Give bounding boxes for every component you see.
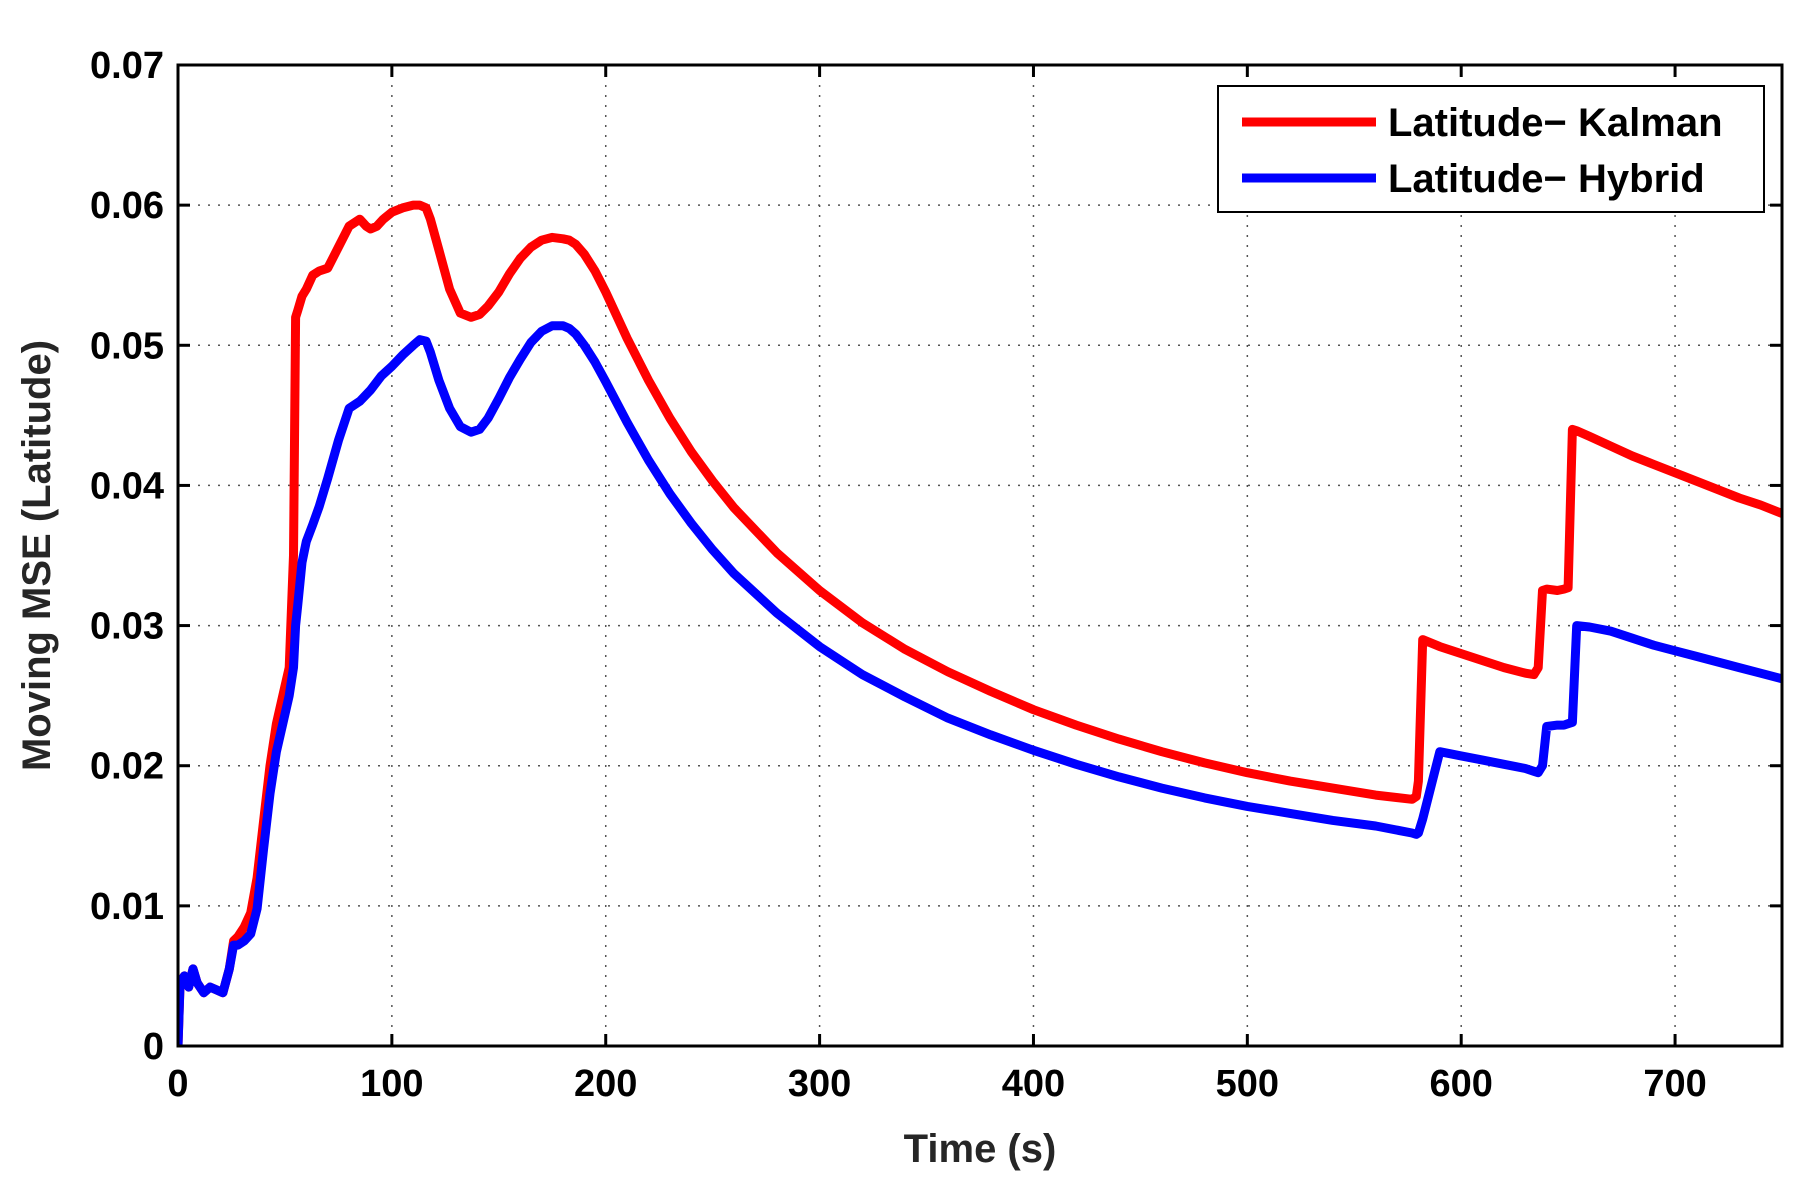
x-tick-label: 200 — [574, 1063, 637, 1105]
y-tick-label: 0.07 — [90, 45, 164, 87]
series-layer — [178, 200, 1782, 1046]
x-tick-label: 600 — [1429, 1063, 1492, 1105]
legend-label-kalman: Latitude− Kalman — [1388, 101, 1723, 145]
x-tick-label: 0 — [167, 1063, 188, 1105]
x-axis-label: Time (s) — [904, 1127, 1057, 1171]
series-line-kalman — [178, 200, 1782, 1046]
y-tick-label: 0 — [143, 1026, 164, 1068]
axis-ticks: 0 100 200 300 400 500 600 700 0 0.01 0.02 0.03 0.04 0… — [90, 45, 1782, 1105]
x-tick-label: 500 — [1216, 1063, 1279, 1105]
x-tick-label: 700 — [1643, 1063, 1706, 1105]
y-tick-label: 0.04 — [90, 465, 164, 507]
y-tick-label: 0.03 — [90, 606, 164, 648]
y-tick-label: 0.06 — [90, 185, 164, 227]
y-tick-label: 0.01 — [90, 886, 164, 928]
x-tick-label: 300 — [788, 1063, 851, 1105]
y-axis-label: Moving MSE (Latitude) — [15, 340, 59, 771]
legend-label-hybrid: Latitude− Hybrid — [1388, 157, 1705, 201]
x-tick-label: 100 — [360, 1063, 423, 1105]
legend: Latitude− Kalman Latitude− Hybrid — [1217, 85, 1765, 213]
y-tick-label: 0.05 — [90, 325, 164, 367]
series-line-hybrid — [178, 321, 1782, 1046]
x-tick-label: 400 — [1002, 1063, 1065, 1105]
y-tick-label: 0.02 — [90, 746, 164, 788]
plot-frame — [176, 63, 1784, 1048]
grid — [178, 65, 1782, 1046]
legend-box — [1217, 85, 1765, 213]
